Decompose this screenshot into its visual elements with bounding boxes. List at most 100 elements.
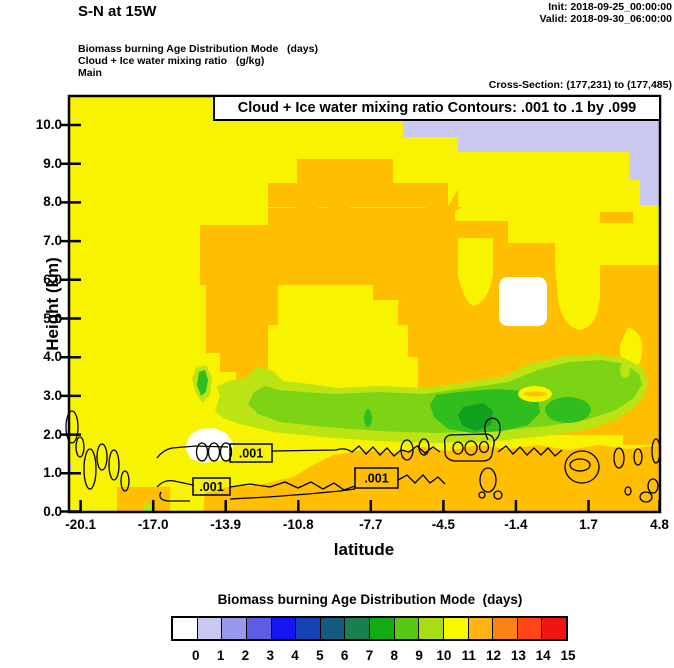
legend-tick-label: 11	[461, 648, 476, 663]
legend-tick-label: 14	[535, 648, 551, 663]
contour-line	[397, 474, 446, 485]
contour-loop	[75, 436, 85, 458]
region-green-dark-core	[458, 403, 493, 431]
legend-tick-label: 12	[486, 648, 502, 663]
green-sliver-right	[620, 362, 630, 378]
subtitle-field-3: Main	[78, 67, 102, 79]
legend-swatch	[296, 618, 321, 639]
y-tick-label: 1.0	[43, 465, 62, 481]
contour-loop	[613, 447, 625, 469]
contour-loop	[464, 440, 478, 456]
white-bubble	[207, 442, 221, 462]
region-orange-bottom-left	[117, 487, 170, 513]
x-tick-label: -7.7	[359, 517, 383, 532]
region-yellow-block-upper-right	[458, 152, 629, 207]
contour-loop	[96, 443, 108, 471]
valid-timestamp: Valid: 2018-09-30_06:00:00	[539, 13, 672, 25]
contour-loop	[478, 491, 486, 499]
x-tick-label: -10.8	[282, 517, 314, 532]
legend-tick-label: 13	[510, 648, 526, 663]
contour-line	[497, 445, 563, 457]
x-tick-label: -20.1	[65, 517, 96, 532]
contour-loop	[624, 486, 632, 496]
contour-loop	[478, 440, 490, 454]
region-green-arrow-core	[197, 370, 208, 396]
contour-line	[159, 491, 190, 502]
contour-loop	[83, 448, 97, 490]
contour-line	[156, 445, 229, 459]
x-tick-label: 1.7	[579, 517, 598, 532]
x-tick-label: -13.9	[210, 517, 242, 532]
legend-swatch	[419, 618, 444, 639]
region-orange-bottom-band	[203, 445, 661, 513]
contour-label-box	[229, 443, 273, 463]
contour-loop	[633, 448, 643, 466]
legend-swatch	[542, 618, 566, 639]
y-tick-label: 9.0	[43, 155, 62, 171]
x-tick-label: -17.0	[137, 517, 169, 532]
cross-section-label: Cross-Section: (177,231) to (177,485)	[488, 79, 672, 91]
y-tick-label: 5.0	[43, 310, 62, 326]
legend-swatch	[394, 618, 420, 639]
region-white-blob	[499, 277, 547, 326]
green-dot	[364, 409, 372, 427]
white-bubble	[195, 442, 209, 462]
legend-tick-label: 8	[390, 648, 399, 663]
contour-plot: .001 .001 .001 Cloud + Ice water mixing ra…	[60, 94, 662, 514]
legend-swatch	[271, 618, 297, 639]
contour-line	[484, 417, 501, 442]
contour-loop	[479, 467, 497, 493]
legend-tick-label: 5	[316, 648, 324, 663]
region-yellow-column-center	[555, 238, 600, 330]
y-tick-label: 10.0	[35, 117, 62, 132]
region-yellowgreen-sliver-bottom	[143, 503, 151, 513]
legend-tick-label: 6	[340, 648, 349, 663]
y-tick-label: 6.0	[43, 271, 62, 287]
legend-swatch	[197, 618, 223, 639]
contour-loop	[564, 450, 600, 484]
y-tick-label: 2.0	[43, 426, 62, 442]
legend-tick-label: 0	[192, 648, 200, 663]
contour-loop	[639, 491, 653, 503]
legend-swatch	[173, 618, 198, 639]
legend-tick-label: 10	[436, 648, 452, 663]
x-tick-label: -4.5	[431, 517, 456, 532]
legend-swatch	[246, 618, 272, 639]
contour-loop	[647, 478, 659, 494]
legend-swatch	[222, 618, 247, 639]
legend-title: Biomass burning Age Distribution Mode (d…	[217, 592, 523, 607]
y-axis-title: Height (km)	[42, 257, 62, 351]
y-tick-label: 4.0	[43, 349, 62, 365]
legend-tick-label: 9	[415, 648, 423, 663]
contour-label-box	[354, 467, 399, 489]
x-tick-label: -1.4	[504, 517, 528, 532]
legend-tick-label: 15	[560, 648, 576, 663]
contour-label-box	[192, 477, 231, 496]
legend-swatch	[468, 618, 494, 639]
y-tick-label: 0.0	[43, 503, 62, 519]
plot-inner-title: Cloud + Ice water mixing ratio Contours:…	[213, 95, 661, 121]
legend-tick-label: 1	[216, 648, 225, 663]
y-tick-label: 7.0	[43, 233, 62, 249]
contour-loop	[65, 410, 79, 444]
legend-swatch	[443, 618, 469, 639]
subtitle-field-1: Biomass burning Age Distribution Mode (d…	[78, 43, 318, 55]
legend-swatch	[320, 618, 346, 639]
contour-label: .001	[364, 472, 388, 486]
contour-loop	[120, 470, 130, 492]
legend-tick-label: 3	[266, 648, 275, 663]
legend-colorbar	[171, 616, 568, 641]
region-orange-bar-right	[600, 212, 633, 223]
contour-loop	[108, 449, 120, 481]
legend-tick-label: 4	[291, 648, 299, 663]
contour-line	[229, 488, 356, 500]
legend-swatch	[517, 618, 543, 639]
legend-swatch	[493, 618, 518, 639]
green-patch-small	[545, 397, 591, 423]
region-yellow-wedge	[458, 238, 493, 306]
region-orange-upper-blob	[268, 159, 467, 222]
contour-loop	[493, 490, 503, 500]
subtitle-field-2: Cloud + Ice water mixing ratio (g/kg)	[78, 55, 265, 67]
contour-label: .001	[239, 447, 263, 461]
